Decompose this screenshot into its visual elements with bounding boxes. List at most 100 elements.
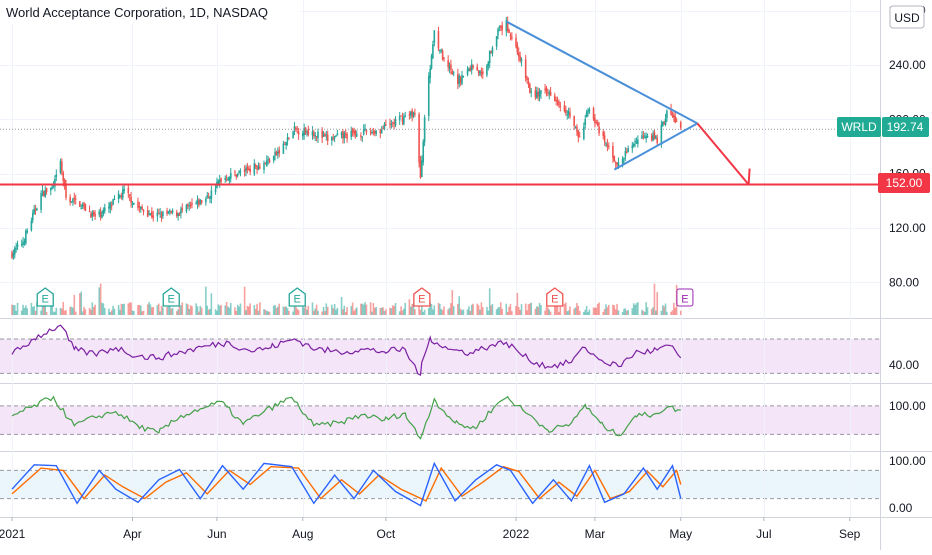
volume-bar	[400, 306, 402, 315]
earnings-marker[interactable]: E	[546, 287, 564, 307]
candle-body	[119, 194, 121, 196]
earnings-marker[interactable]: E	[413, 287, 431, 307]
candle-body	[110, 205, 113, 207]
candle-body	[617, 162, 620, 167]
volume-bar	[340, 296, 343, 315]
volume-bar	[573, 308, 575, 315]
volume-bar	[102, 303, 105, 315]
earnings-marker[interactable]: E	[36, 287, 54, 307]
volume-bar	[637, 302, 639, 315]
candle-body	[295, 128, 297, 130]
candle-body	[90, 213, 92, 218]
candle-body	[623, 157, 625, 159]
candle-body	[91, 212, 94, 217]
candle-body	[245, 168, 247, 172]
volume-bar	[325, 303, 328, 315]
volume-bar	[679, 310, 682, 315]
earnings-marker[interactable]: E	[162, 287, 180, 307]
earnings-badge[interactable]	[546, 287, 564, 307]
candle-body	[156, 212, 159, 217]
volume-bar	[372, 303, 375, 315]
candle-body	[398, 116, 401, 121]
candle-body	[49, 187, 52, 191]
candle-body	[311, 131, 314, 136]
volume-bar	[433, 305, 436, 315]
candle-body	[427, 76, 430, 117]
candle-body	[92, 212, 95, 215]
candle-body	[286, 137, 289, 142]
earnings-badge[interactable]	[162, 287, 180, 307]
candle-body	[238, 171, 240, 173]
volume-bar	[423, 309, 426, 315]
earnings-marker[interactable]: E	[676, 288, 694, 307]
volume-bar	[393, 305, 395, 315]
candle-body	[429, 68, 431, 78]
candle-body	[99, 212, 102, 217]
volume-bar	[234, 307, 236, 315]
volume-bar	[263, 309, 265, 315]
volume-bar	[216, 310, 218, 315]
candle-body	[583, 126, 585, 139]
candle-body	[157, 213, 160, 215]
candle-body	[679, 122, 682, 128]
volume-bar	[59, 307, 62, 315]
volume-bar	[408, 299, 411, 315]
volume-bar	[127, 303, 130, 315]
volume-bar	[375, 307, 377, 315]
volume-bar	[224, 305, 227, 315]
volume-bar	[666, 311, 668, 315]
volume-bar	[655, 310, 657, 315]
volume-bar	[452, 306, 455, 315]
currency-badge[interactable]	[889, 5, 925, 29]
volume-bar	[235, 310, 238, 315]
volume-bar	[43, 305, 45, 315]
volume-bar	[196, 306, 199, 315]
volume-bar	[632, 303, 635, 315]
candle-body	[178, 214, 181, 216]
candle-body	[505, 20, 508, 32]
earnings-marker[interactable]: E	[288, 287, 306, 307]
volume-bar	[130, 302, 132, 315]
volume-bar	[486, 306, 488, 315]
candle-body	[664, 118, 667, 125]
candle-body	[670, 109, 672, 116]
volume-bar	[443, 306, 445, 315]
candle-body	[369, 132, 372, 134]
volume-bar	[292, 311, 294, 315]
earnings-badge[interactable]	[676, 288, 694, 307]
volume-bar	[238, 306, 240, 315]
volume-bar	[139, 305, 142, 315]
volume-bar	[634, 304, 636, 315]
volume-bar	[178, 305, 181, 315]
candle-body	[469, 67, 472, 71]
candle-body	[268, 159, 271, 163]
candle-body	[353, 131, 355, 133]
volume-bar	[296, 308, 299, 315]
candle-body	[275, 152, 278, 156]
volume-bar	[360, 303, 362, 315]
earnings-badge[interactable]	[413, 287, 431, 307]
volume-bar	[336, 307, 339, 315]
volume-bar	[169, 306, 171, 315]
candle-body	[440, 50, 443, 52]
rsi-band	[0, 338, 880, 374]
earnings-badge[interactable]	[36, 287, 54, 307]
candle-body	[11, 252, 13, 258]
volume-bar	[414, 309, 416, 315]
candle-body	[674, 116, 677, 123]
volume-bar	[205, 286, 207, 315]
candle-body	[218, 179, 221, 183]
volume-bar	[530, 302, 533, 315]
volume-bar	[646, 307, 649, 315]
volume-bar	[293, 304, 296, 315]
candle-body	[556, 100, 559, 103]
volume-bar	[365, 304, 368, 315]
candle-body	[383, 124, 386, 130]
earnings-label: E	[168, 294, 175, 306]
candle-body	[34, 209, 37, 211]
candle-body	[131, 203, 134, 205]
candle-body	[498, 26, 501, 28]
earnings-badge[interactable]	[288, 287, 306, 307]
